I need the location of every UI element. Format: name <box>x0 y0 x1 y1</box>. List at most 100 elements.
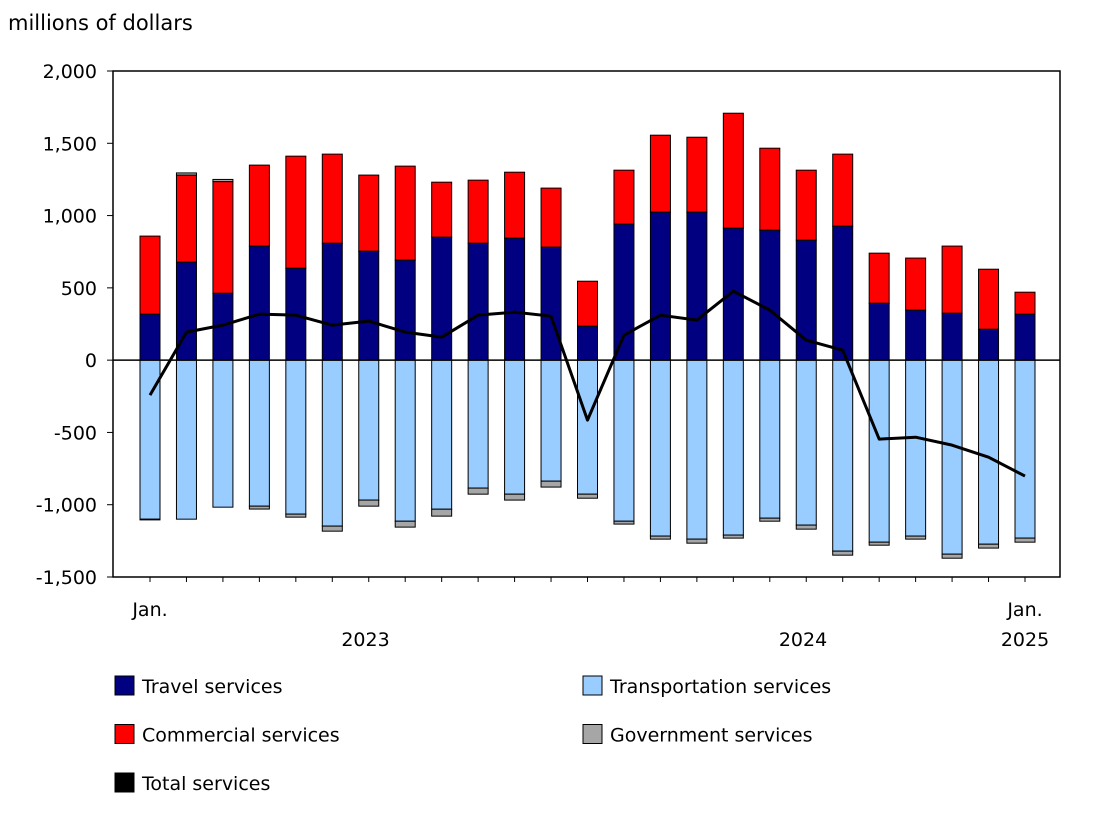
bar-transportation-services <box>1014 359 1036 539</box>
bar-government-services <box>431 508 453 517</box>
year-label: 2024 <box>779 629 827 651</box>
bar-travel-services <box>941 312 963 361</box>
legend-label: Government services <box>610 725 813 747</box>
legend-swatch <box>582 724 603 744</box>
bar-transportation-services <box>722 359 744 536</box>
bar-transportation-services <box>540 359 562 482</box>
bar-transportation-services <box>431 359 453 510</box>
bar-transportation-services <box>212 359 234 508</box>
y-tick-label: -1,500 <box>36 567 97 589</box>
bar-commercial-services <box>613 169 635 225</box>
legend-item: Total services <box>114 772 270 795</box>
y-tick-label: 0 <box>85 350 97 372</box>
bar-government-services <box>394 520 416 528</box>
y-tick-label: 1,000 <box>43 206 97 228</box>
legend-swatch <box>114 772 135 793</box>
y-tick-label: -500 <box>54 422 97 444</box>
bar-commercial-services <box>686 136 708 213</box>
bar-transportation-services <box>832 359 854 552</box>
x-tick-label: Jan. <box>1006 599 1042 621</box>
bar-government-services <box>212 178 234 183</box>
bar-government-services <box>139 518 161 521</box>
bar-government-services <box>248 505 270 510</box>
bar-transportation-services <box>613 359 635 522</box>
bar-government-services <box>868 541 890 546</box>
legend-swatch <box>114 675 135 696</box>
bar-travel-services <box>686 211 708 361</box>
bar-travel-services <box>978 328 1000 361</box>
bar-transportation-services <box>868 359 890 543</box>
legend-swatch <box>582 675 603 696</box>
bar-government-services <box>686 538 708 544</box>
bar-government-services <box>613 520 635 525</box>
bar-commercial-services <box>722 112 744 229</box>
bar-government-services <box>905 535 927 540</box>
bar-commercial-services <box>868 252 890 304</box>
bar-travel-services <box>1014 313 1036 361</box>
bar-commercial-services <box>504 171 526 239</box>
legend-item: Government services <box>582 724 813 747</box>
bar-commercial-services <box>795 169 817 241</box>
bar-travel-services <box>759 229 781 361</box>
line-total-services <box>148 289 1026 478</box>
bar-government-services <box>285 513 307 518</box>
bar-travel-services <box>139 313 161 361</box>
bar-travel-services <box>394 259 416 361</box>
bar-transportation-services <box>905 359 927 537</box>
bar-commercial-services <box>941 245 963 314</box>
bar-travel-services <box>649 211 671 361</box>
bar-government-services <box>504 493 526 501</box>
bar-transportation-services <box>285 359 307 515</box>
bar-commercial-services <box>905 257 927 311</box>
y-tick-label: 1,500 <box>43 133 97 155</box>
bar-government-services <box>722 534 744 539</box>
bar-travel-services <box>321 242 343 361</box>
bar-commercial-services <box>285 155 307 269</box>
year-label: 2025 <box>1001 629 1049 651</box>
bar-travel-services <box>431 236 453 361</box>
bar-government-services <box>795 524 817 530</box>
bar-commercial-services <box>212 181 234 294</box>
bar-commercial-services <box>248 164 270 247</box>
bar-travel-services <box>868 302 890 361</box>
legend-label: Total services <box>141 773 270 795</box>
bar-government-services <box>467 487 489 495</box>
bar-commercial-services <box>175 174 197 263</box>
bar-government-services <box>540 480 562 488</box>
bar-transportation-services <box>467 359 489 489</box>
y-tick-label: -1,000 <box>36 495 97 517</box>
bar-transportation-services <box>394 359 416 522</box>
bar-commercial-services <box>540 187 562 248</box>
bar-commercial-services <box>1014 291 1036 315</box>
bar-commercial-services <box>978 268 1000 330</box>
bar-travel-services <box>613 223 635 361</box>
bar-government-services <box>941 553 963 559</box>
bar-government-services <box>577 493 598 499</box>
bar-commercial-services <box>358 174 380 252</box>
bar-commercial-services <box>649 134 671 213</box>
legend-item: Transportation services <box>582 675 831 698</box>
legend-item: Commercial services <box>114 724 340 747</box>
bar-transportation-services <box>978 359 1000 545</box>
bar-travel-services <box>504 237 526 361</box>
bar-travel-services <box>358 250 380 361</box>
legend-swatch <box>114 724 135 744</box>
bar-commercial-services <box>759 147 781 231</box>
bar-commercial-services <box>431 181 453 238</box>
bar-government-services <box>358 499 380 507</box>
bar-commercial-services <box>394 165 416 261</box>
bar-transportation-services <box>577 359 598 495</box>
bar-travel-services <box>540 246 562 361</box>
bar-government-services <box>649 535 671 540</box>
bar-transportation-services <box>941 359 963 555</box>
bar-commercial-services <box>467 179 489 244</box>
legend-label: Travel services <box>141 676 282 698</box>
y-axis-label: millions of dollars <box>8 11 193 35</box>
legend-label: Transportation services <box>609 676 831 698</box>
bar-commercial-services <box>139 235 161 315</box>
bar-transportation-services <box>248 359 270 507</box>
bar-transportation-services <box>175 359 197 520</box>
bar-government-services <box>978 543 1000 549</box>
bar-commercial-services <box>577 280 598 327</box>
